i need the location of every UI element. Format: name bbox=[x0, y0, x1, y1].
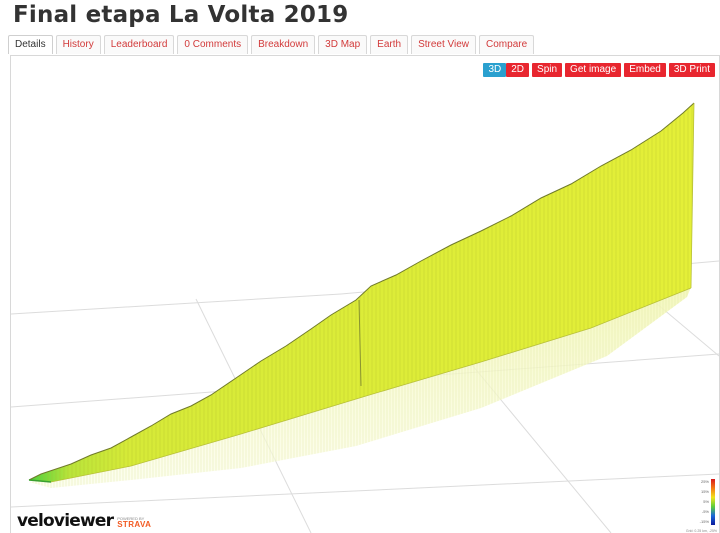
tab-3d-map[interactable]: 3D Map bbox=[318, 35, 368, 54]
gradient-legend: 25% 15% 5% -5% -15% Grid: 0.25 km, -25% bbox=[686, 479, 717, 533]
legend-label: -5% bbox=[701, 509, 709, 514]
tab-details[interactable]: Details bbox=[8, 35, 53, 54]
elevation-profile-3d[interactable] bbox=[11, 56, 719, 533]
brand-wordmark: veloviewer bbox=[17, 511, 114, 531]
mode-2d-button[interactable]: 2D bbox=[506, 63, 530, 77]
elevation-profile-wall bbox=[28, 102, 695, 483]
brand-velo: velo bbox=[17, 511, 55, 531]
gradient-color-bar bbox=[711, 479, 715, 525]
get-image-button[interactable]: Get image bbox=[565, 63, 622, 77]
brand-viewer: viewer bbox=[53, 511, 114, 531]
veloviewer-logo: veloviewer POWERED BY STRAVA bbox=[17, 511, 151, 531]
tab-leaderboard[interactable]: Leaderboard bbox=[103, 35, 175, 54]
page-title: Final etapa La Volta 2019 bbox=[13, 2, 349, 28]
legend-label: 15% bbox=[700, 489, 709, 494]
profile-3d-viewer[interactable]: 3D 2D Spin Get image Embed 3D Print velo… bbox=[10, 55, 720, 533]
grid-scale-note: Grid: 0.25 km, -25% bbox=[685, 529, 717, 533]
view-mode-toggle: 3D 2D bbox=[483, 63, 530, 77]
legend-label: -15% bbox=[699, 519, 709, 524]
mode-3d-button[interactable]: 3D bbox=[483, 63, 507, 77]
powered-by-label: POWERED BY bbox=[117, 516, 145, 521]
3d-print-button[interactable]: 3D Print bbox=[668, 63, 715, 77]
powered-by-strava: POWERED BY STRAVA bbox=[117, 516, 151, 529]
tab-earth[interactable]: Earth bbox=[370, 35, 409, 54]
embed-button[interactable]: Embed bbox=[624, 63, 666, 77]
tab-comments[interactable]: 0 Comments bbox=[177, 35, 249, 54]
tab-history[interactable]: History bbox=[55, 35, 101, 54]
legend-label: 25% bbox=[700, 479, 709, 484]
legend-label: 5% bbox=[703, 499, 709, 504]
tab-compare[interactable]: Compare bbox=[479, 35, 535, 54]
viewer-toolbar: 3D 2D Spin Get image Embed 3D Print bbox=[483, 63, 715, 77]
tab-breakdown[interactable]: Breakdown bbox=[251, 35, 316, 54]
tab-street-view[interactable]: Street View bbox=[411, 35, 477, 54]
tab-bar: Details History Leaderboard 0 Comments B… bbox=[8, 35, 535, 55]
strava-logo: STRAVA bbox=[117, 520, 152, 529]
spin-button[interactable]: Spin bbox=[532, 63, 563, 77]
